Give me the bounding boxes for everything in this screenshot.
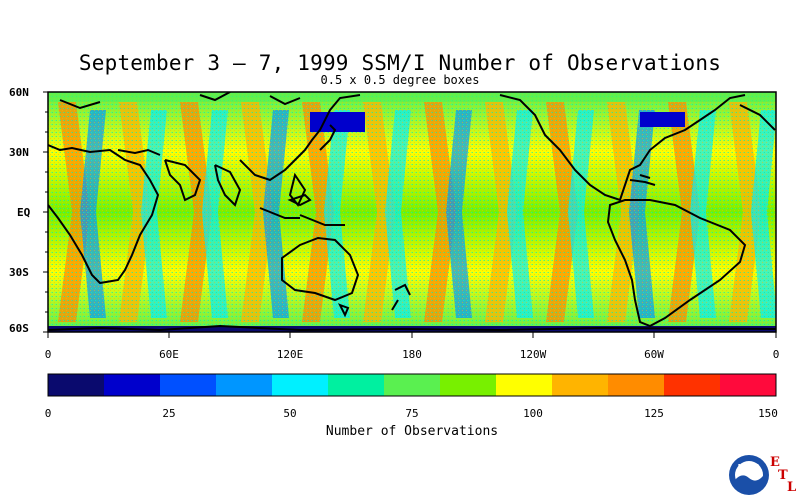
colorbar-tick-75: 75 xyxy=(405,407,419,420)
colorbar-tick-100: 100 xyxy=(523,407,543,420)
colorbar-swatch xyxy=(104,374,161,396)
lon-label-120e: 120E xyxy=(276,348,304,361)
colorbar-swatch xyxy=(720,374,777,396)
colorbar-swatch xyxy=(384,374,441,396)
colorbar-swatch xyxy=(48,374,105,396)
colorbar-swatch xyxy=(552,374,609,396)
lat-label-30s: 30S xyxy=(9,266,29,279)
map-title: September 3 – 7, 1999 SSM/I Number of Ob… xyxy=(78,51,722,75)
observation-field xyxy=(48,92,776,332)
noaa-logo-text: NOAA xyxy=(738,463,761,471)
colorbar-swatch xyxy=(440,374,497,396)
colorbar-swatch xyxy=(272,374,329,396)
lon-label-0-end: 0 xyxy=(772,348,780,361)
colorbar-swatch xyxy=(664,374,721,396)
coastlines xyxy=(48,92,776,332)
colorbar-swatch xyxy=(608,374,665,396)
lon-label-60w: 60W xyxy=(644,348,664,361)
colorbar xyxy=(48,374,777,396)
lat-label-30n: 30N xyxy=(9,146,29,159)
etl-letter-l: L xyxy=(787,480,797,495)
colorbar-tick-25: 25 xyxy=(162,407,176,420)
colorbar-swatch xyxy=(496,374,553,396)
lon-ticks xyxy=(47,332,777,338)
lon-label-0: 0 xyxy=(44,348,52,361)
colorbar-tick-50: 50 xyxy=(283,407,297,420)
colorbar-swatch xyxy=(328,374,385,396)
colorbar-frame xyxy=(47,373,777,397)
colorbar-swatch xyxy=(160,374,217,396)
lat-ticks xyxy=(43,91,48,333)
lat-label-eq: EQ xyxy=(17,206,31,219)
lon-label-120w: 120W xyxy=(519,348,547,361)
colorbar-tick-150: 150 xyxy=(758,407,778,420)
lon-label-180: 180 xyxy=(402,348,422,361)
lat-label-60n: 60N xyxy=(9,86,29,99)
etl-letter-e: E xyxy=(770,455,780,470)
map-subtitle: 0.5 x 0.5 degree boxes xyxy=(320,73,480,87)
colorbar-tick-0: 0 xyxy=(44,407,52,420)
lat-label-60s: 60S xyxy=(9,322,29,335)
colorbar-swatch xyxy=(216,374,273,396)
etl-letter-t: T xyxy=(778,468,788,483)
colorbar-title: Number of Observations xyxy=(325,424,499,439)
colorbar-tick-125: 125 xyxy=(644,407,664,420)
noaa-emblem-icon: NOAA xyxy=(729,455,769,495)
noaa-logo: NOAA xyxy=(728,454,770,500)
lon-label-60e: 60E xyxy=(159,348,179,361)
